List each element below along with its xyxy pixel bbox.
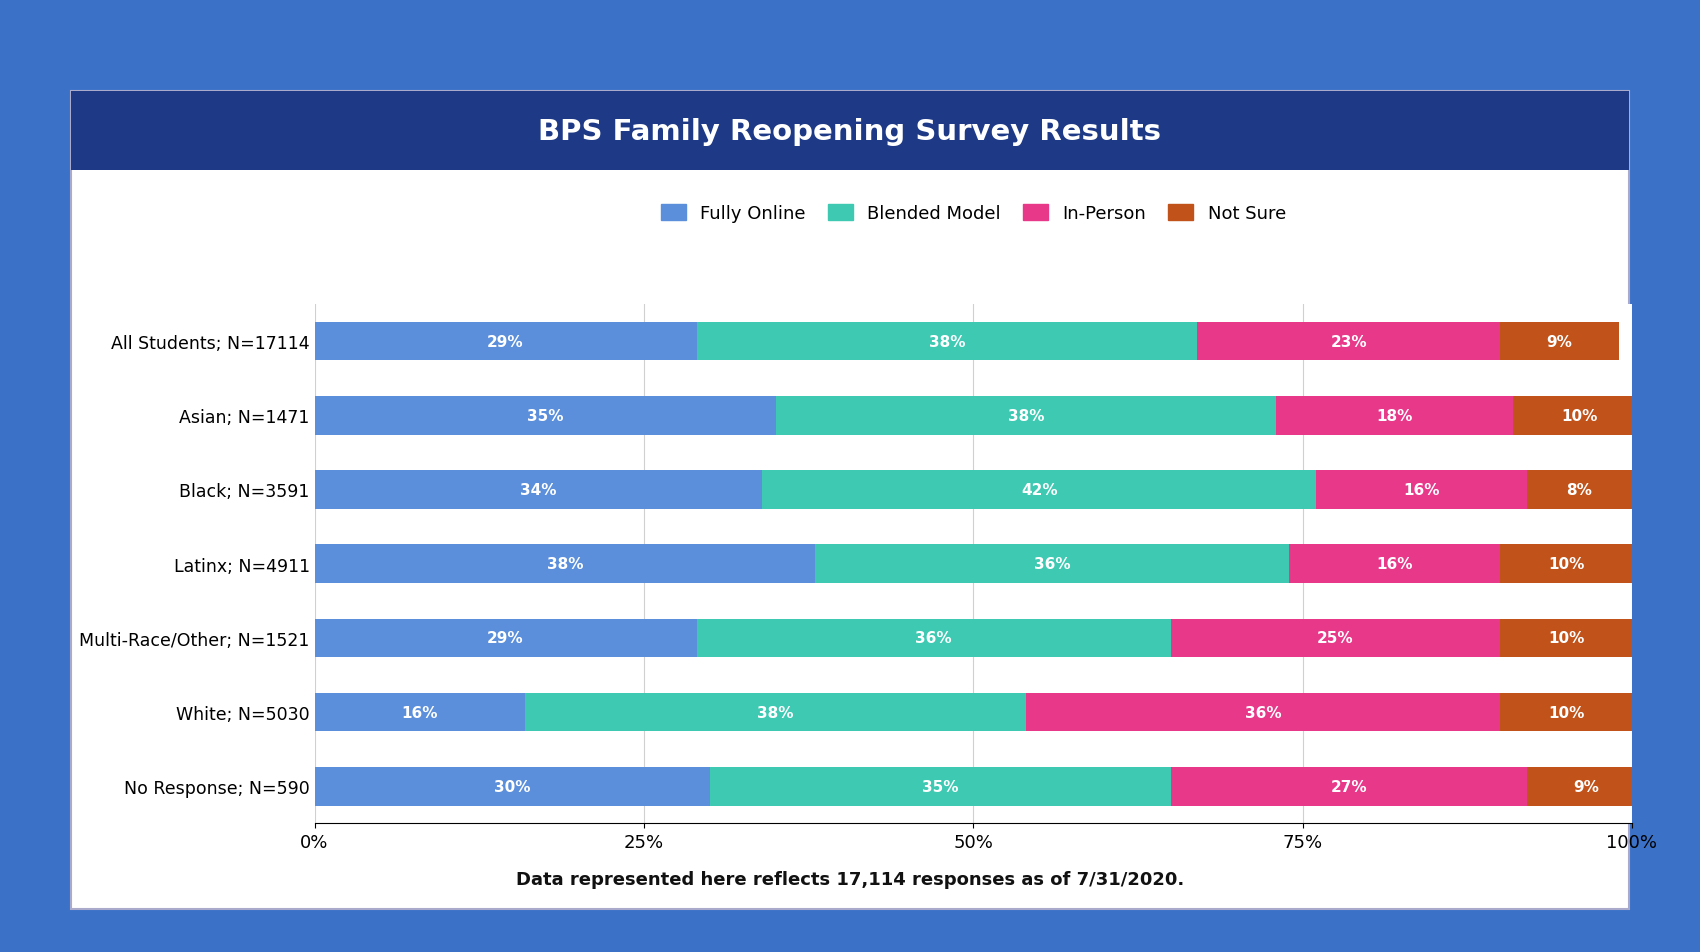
Text: 9%: 9%: [1572, 779, 1598, 794]
Legend: Fully Online, Blended Model, In-Person, Not Sure: Fully Online, Blended Model, In-Person, …: [654, 199, 1292, 228]
Text: 27%: 27%: [1331, 779, 1367, 794]
Text: 38%: 38%: [928, 334, 966, 349]
Bar: [1025, 693, 1499, 731]
Bar: [711, 767, 1171, 805]
Bar: [314, 619, 697, 658]
Text: 16%: 16%: [1377, 557, 1413, 571]
Text: BPS Family Reopening Survey Results: BPS Family Reopening Survey Results: [539, 117, 1161, 146]
Bar: [71, 92, 1629, 170]
Bar: [1277, 397, 1513, 435]
Text: 35%: 35%: [527, 408, 563, 424]
Text: 38%: 38%: [1008, 408, 1044, 424]
Text: 18%: 18%: [1377, 408, 1413, 424]
Bar: [1289, 545, 1499, 584]
Bar: [314, 323, 697, 361]
Bar: [1499, 619, 1632, 658]
Text: 42%: 42%: [1020, 483, 1057, 498]
Bar: [1197, 323, 1499, 361]
Text: 10%: 10%: [1561, 408, 1598, 424]
Bar: [762, 470, 1316, 509]
Bar: [525, 693, 1025, 731]
Text: 34%: 34%: [520, 483, 556, 498]
Bar: [697, 619, 1171, 658]
Text: 25%: 25%: [1318, 630, 1353, 645]
Bar: [775, 397, 1277, 435]
Text: 10%: 10%: [1549, 704, 1584, 720]
Text: 35%: 35%: [921, 779, 959, 794]
Bar: [314, 397, 775, 435]
Text: 10%: 10%: [1549, 630, 1584, 645]
Bar: [314, 470, 762, 509]
Text: 9%: 9%: [1547, 334, 1572, 349]
Text: 29%: 29%: [488, 334, 524, 349]
Bar: [1527, 767, 1646, 805]
Bar: [314, 545, 816, 584]
Text: 10%: 10%: [1549, 557, 1584, 571]
Text: Data represented here reflects 17,114 responses as of 7/31/2020.: Data represented here reflects 17,114 re…: [515, 870, 1185, 887]
Text: 36%: 36%: [915, 630, 952, 645]
Text: 38%: 38%: [758, 704, 794, 720]
Text: 16%: 16%: [401, 704, 439, 720]
Bar: [314, 767, 711, 805]
Text: 8%: 8%: [1566, 483, 1593, 498]
Text: 36%: 36%: [1034, 557, 1071, 571]
Text: 38%: 38%: [547, 557, 583, 571]
Bar: [1499, 693, 1632, 731]
Bar: [1527, 470, 1632, 509]
Bar: [1499, 323, 1618, 361]
Text: 36%: 36%: [1244, 704, 1282, 720]
Bar: [1171, 767, 1527, 805]
Bar: [1513, 397, 1646, 435]
Text: 30%: 30%: [495, 779, 530, 794]
Text: 29%: 29%: [488, 630, 524, 645]
Bar: [1171, 619, 1499, 658]
Text: 23%: 23%: [1331, 334, 1367, 349]
Bar: [1316, 470, 1527, 509]
Bar: [1499, 545, 1632, 584]
Bar: [71, 92, 1629, 909]
Bar: [697, 323, 1197, 361]
Bar: [816, 545, 1289, 584]
Bar: [314, 693, 525, 731]
Text: 16%: 16%: [1402, 483, 1440, 498]
